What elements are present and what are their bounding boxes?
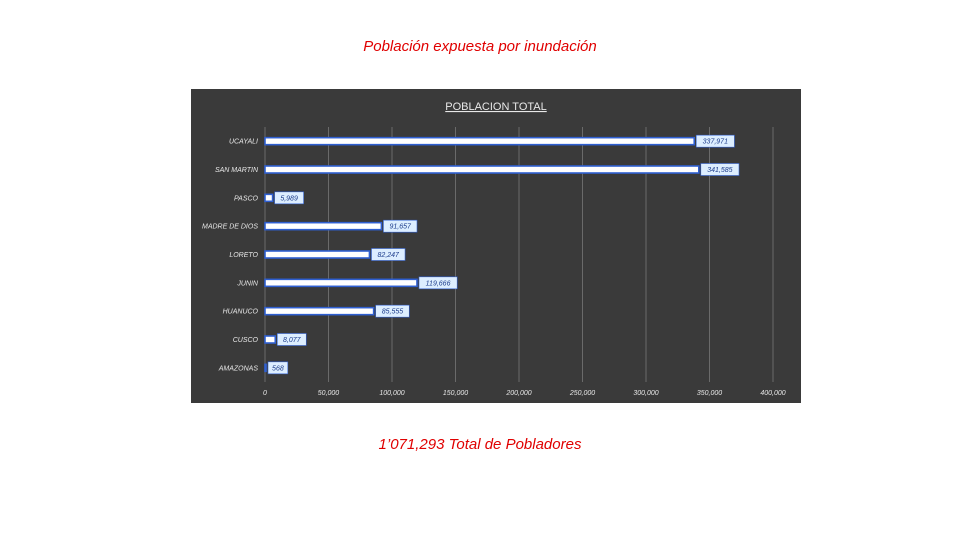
bar: [264, 363, 267, 373]
data-label-box: [276, 333, 307, 346]
category-label: JUNIN: [236, 280, 259, 287]
x-tick-label: 250,000: [569, 390, 595, 397]
category-label: SAN MARTIN: [215, 167, 259, 174]
data-label: 82,247: [378, 252, 401, 259]
data-label: 85,555: [382, 309, 404, 316]
category-label: LORETO: [229, 252, 258, 259]
x-tick-label: 300,000: [633, 390, 658, 397]
bar-chart: POBLACION TOTAL 0 50,000 100,000 150,000 200,…: [202, 101, 786, 397]
slide-title: Población expuesta por inundación: [363, 38, 597, 55]
data-label: 568: [272, 365, 284, 372]
chart-title: POBLACION TOTAL: [445, 101, 546, 113]
data-label: 341,585: [707, 167, 732, 174]
data-label: 91,657: [389, 224, 412, 231]
bar: [264, 250, 371, 259]
x-tick-label: 200,000: [505, 390, 531, 397]
category-label: HUANUCO: [223, 309, 259, 316]
data-label-box: [375, 304, 410, 318]
category-label: MADRE DE DIOS: [202, 224, 258, 231]
total-population-caption: 1’071,293 Total de Pobladores: [378, 436, 582, 453]
category-label: CUSCO: [233, 337, 259, 344]
category-label: AMAZONAS: [218, 365, 259, 372]
bar: [264, 193, 274, 203]
data-label-box: [418, 276, 458, 290]
category-label: PASCO: [234, 195, 259, 202]
x-tick-label: 50,000: [318, 390, 340, 397]
data-label-box: [383, 219, 418, 233]
x-tick-label: 400,000: [760, 390, 785, 397]
data-label-box: [371, 248, 406, 261]
x-tick-label: 350,000: [697, 390, 722, 397]
bar: [264, 221, 383, 231]
bar: [264, 165, 700, 174]
x-tick-label: 100,000: [379, 390, 404, 397]
category-label: UCAYALI: [229, 139, 258, 146]
bar: [264, 306, 375, 316]
x-tick-label: 0: [263, 390, 267, 397]
data-label: 119,666: [426, 280, 451, 287]
data-label: 8,077: [283, 337, 302, 344]
x-tick-label: 150,000: [443, 390, 468, 397]
bar: [264, 335, 277, 344]
data-label: 337,971: [703, 139, 728, 146]
data-label-box: [267, 361, 289, 375]
data-label-box: [700, 163, 740, 176]
bar: [264, 136, 696, 146]
data-label-box: [274, 191, 304, 205]
data-label-box: [695, 134, 735, 148]
bar: [264, 278, 418, 288]
data-label: 5,989: [280, 195, 298, 202]
chart-panel: POBLACION TOTAL 0 50,000 100,000 150,000 200,…: [191, 89, 801, 403]
